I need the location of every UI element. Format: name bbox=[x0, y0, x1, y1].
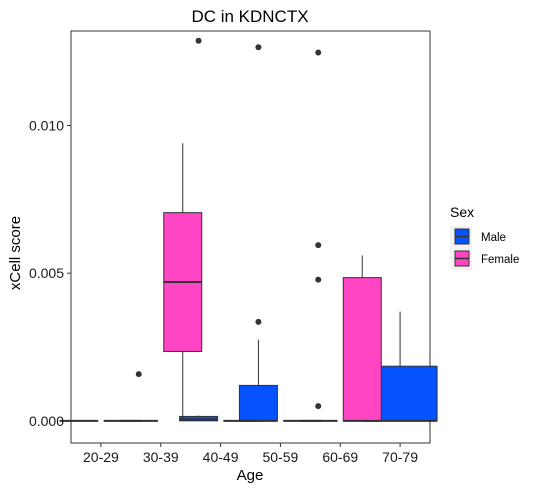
y-axis-title: xCell score bbox=[7, 216, 24, 290]
x-tick-label: 50-59 bbox=[263, 449, 299, 465]
legend-label-female: Female bbox=[481, 254, 519, 266]
outlier-point bbox=[196, 38, 202, 44]
x-tick-label: 20-29 bbox=[83, 449, 119, 465]
outlier-point bbox=[255, 319, 261, 325]
outlier-point bbox=[315, 277, 321, 283]
outlier-point bbox=[255, 44, 261, 50]
y-tick-label: 0.010 bbox=[29, 118, 64, 134]
x-tick-label: 60-69 bbox=[322, 449, 358, 465]
y-tick-label: 0.000 bbox=[29, 413, 64, 429]
outlier-point bbox=[315, 50, 321, 56]
box-female-60-69 bbox=[343, 255, 381, 420]
x-tick-label: 40-49 bbox=[203, 449, 239, 465]
chart-title: DC in KDNCTX bbox=[191, 7, 308, 26]
x-tick-label: 30-39 bbox=[143, 449, 179, 465]
legend-label-male: Male bbox=[481, 232, 506, 244]
outlier-point bbox=[315, 242, 321, 248]
outlier-point bbox=[136, 371, 142, 377]
outlier-point bbox=[315, 403, 321, 409]
legend-title: Sex bbox=[450, 204, 474, 220]
x-tick-label: 70-79 bbox=[382, 449, 418, 465]
y-tick-label: 0.005 bbox=[29, 265, 64, 281]
x-axis-title: Age bbox=[237, 467, 264, 484]
box-body bbox=[239, 385, 277, 420]
box-body bbox=[343, 278, 381, 421]
